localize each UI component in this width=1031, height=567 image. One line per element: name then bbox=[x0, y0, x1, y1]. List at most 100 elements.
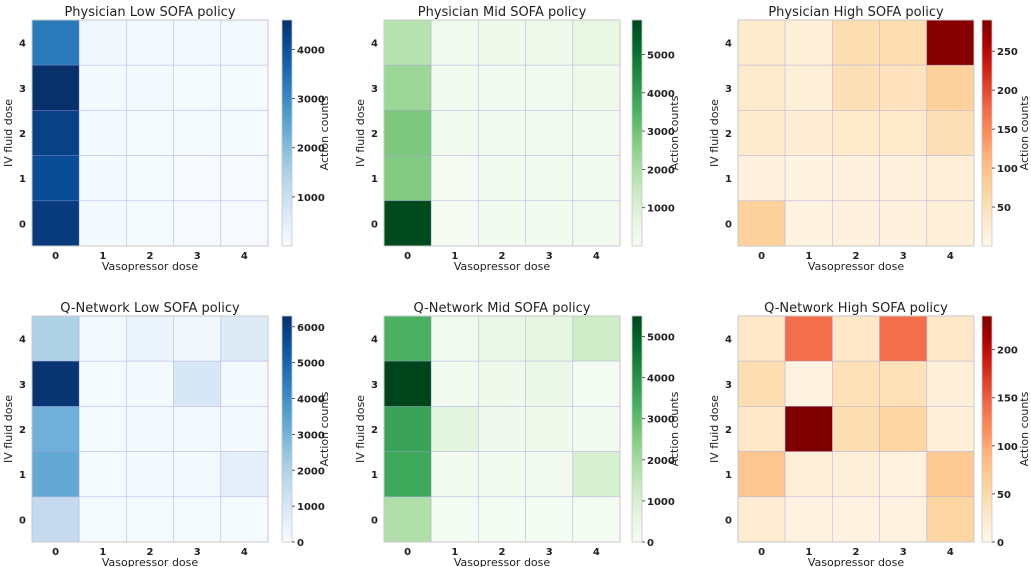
heatmap-cell bbox=[737, 496, 786, 543]
colorbar-tick-label: 100 bbox=[997, 164, 1018, 175]
heatmap-cell bbox=[220, 315, 269, 362]
x-tick-label: 2 bbox=[499, 547, 506, 558]
colorbar-tick-label: 4000 bbox=[647, 374, 675, 385]
heatmap-cell bbox=[737, 315, 786, 362]
plot-frame bbox=[383, 315, 621, 543]
heatmap-cell bbox=[525, 200, 574, 247]
heatmap-cell bbox=[926, 110, 975, 157]
heatmap-cell bbox=[572, 496, 621, 543]
heatmap-cell bbox=[220, 405, 269, 452]
x-tick-label: 1 bbox=[451, 547, 458, 558]
y-tick-label: 1 bbox=[371, 174, 378, 185]
colorbar bbox=[981, 19, 993, 247]
colorbar-tick-label: 2000 bbox=[297, 466, 325, 477]
x-axis-label: Vasopressor dose bbox=[102, 556, 199, 567]
heatmap-cell bbox=[572, 360, 621, 407]
heatmap-cell bbox=[430, 200, 479, 247]
heatmap-cell bbox=[31, 451, 80, 498]
heatmap-cell bbox=[737, 200, 786, 247]
colorbar-tick-label: 2000 bbox=[647, 456, 675, 467]
heatmap-cell bbox=[220, 360, 269, 407]
x-axis-label: Vasopressor dose bbox=[808, 260, 905, 273]
heatmap-cell bbox=[31, 110, 80, 157]
colorbar-tick-label: 0 bbox=[297, 538, 304, 549]
colorbar-tick-label: 4000 bbox=[297, 395, 325, 406]
colorbar-tick-label: 50 bbox=[997, 490, 1011, 501]
heatmap-cell bbox=[220, 19, 269, 66]
heatmap-cell bbox=[784, 496, 833, 543]
colorbar-tick-label: 5000 bbox=[297, 359, 325, 370]
y-tick-label: 4 bbox=[725, 335, 732, 346]
colorbar-tick-label: 0 bbox=[647, 538, 654, 549]
heatmap-cell bbox=[737, 155, 786, 202]
heatmap-cell bbox=[926, 200, 975, 247]
x-tick-label: 3 bbox=[546, 547, 553, 558]
heatmap-cell bbox=[383, 64, 432, 111]
heatmap-cell bbox=[525, 360, 574, 407]
panel-title: Q-Network Mid SOFA policy bbox=[414, 301, 591, 316]
panel-title: Physician Low SOFA policy bbox=[64, 5, 235, 20]
heatmap-cell bbox=[31, 19, 80, 66]
heatmap-cell bbox=[173, 200, 222, 247]
y-axis-label: IV fluid dose bbox=[2, 395, 15, 463]
y-tick-label: 1 bbox=[19, 470, 26, 481]
plot-frame bbox=[383, 19, 621, 247]
heatmap-cell bbox=[78, 451, 127, 498]
heatmap-cell bbox=[572, 64, 621, 111]
heatmap-cell bbox=[926, 496, 975, 543]
heatmap-cell bbox=[572, 200, 621, 247]
heatmap-cell bbox=[31, 405, 80, 452]
heatmap-cell bbox=[525, 315, 574, 362]
colorbar bbox=[631, 315, 643, 543]
heatmap-cell bbox=[525, 451, 574, 498]
y-tick-label: 3 bbox=[19, 380, 26, 391]
colorbar-tick-label: 3000 bbox=[647, 415, 675, 426]
y-tick-label: 1 bbox=[725, 174, 732, 185]
heatmap-cell bbox=[525, 155, 574, 202]
heatmap-cell bbox=[173, 155, 222, 202]
colorbar-tick-label: 1000 bbox=[647, 204, 675, 215]
heatmap-cell bbox=[926, 19, 975, 66]
heatmap-cell bbox=[879, 110, 928, 157]
x-tick-label: 0 bbox=[758, 547, 765, 558]
colorbar-tick-label: 150 bbox=[997, 125, 1018, 136]
heatmap-cell bbox=[784, 451, 833, 498]
heatmap-cell bbox=[126, 19, 175, 66]
heatmap-cell bbox=[784, 110, 833, 157]
heatmap-cell bbox=[832, 496, 881, 543]
colorbar-tick-label: 1000 bbox=[297, 193, 325, 204]
heatmap-cell bbox=[879, 360, 928, 407]
colorbar-tick-label: 3000 bbox=[647, 127, 675, 138]
heatmap-cell bbox=[173, 496, 222, 543]
heatmap-cell bbox=[430, 155, 479, 202]
heatmap-cell bbox=[220, 200, 269, 247]
heatmap-cell bbox=[572, 451, 621, 498]
x-tick-label: 4 bbox=[593, 251, 600, 262]
heatmap-cell bbox=[31, 155, 80, 202]
heatmap-cell bbox=[926, 405, 975, 452]
heatmap-cell bbox=[430, 19, 479, 66]
colorbar-label: Action counts bbox=[668, 391, 681, 466]
panel-title: Physician Mid SOFA policy bbox=[418, 5, 587, 20]
heatmap-cell bbox=[220, 155, 269, 202]
heatmap-cell bbox=[173, 64, 222, 111]
plot-frame bbox=[31, 19, 269, 247]
heatmap-cell bbox=[430, 64, 479, 111]
heatmap-cell bbox=[126, 496, 175, 543]
heatmap-cell bbox=[31, 64, 80, 111]
heatmap-cell bbox=[126, 405, 175, 452]
y-tick-label: 3 bbox=[19, 84, 26, 95]
colorbar-label: Action counts bbox=[318, 391, 331, 466]
plot-frame bbox=[737, 315, 975, 543]
heatmap-cell bbox=[383, 405, 432, 452]
colorbar-tick-label: 250 bbox=[997, 47, 1018, 58]
colorbar-tick-label: 4000 bbox=[297, 45, 325, 56]
heatmap-cell bbox=[879, 405, 928, 452]
heatmap-cell bbox=[383, 315, 432, 362]
y-tick-label: 2 bbox=[19, 129, 26, 140]
heatmap-cell bbox=[31, 360, 80, 407]
heatmap-cell bbox=[173, 110, 222, 157]
colorbar-tick-label: 5000 bbox=[647, 333, 675, 344]
x-tick-label: 0 bbox=[52, 251, 59, 262]
colorbar-tick-label: 3000 bbox=[297, 430, 325, 441]
